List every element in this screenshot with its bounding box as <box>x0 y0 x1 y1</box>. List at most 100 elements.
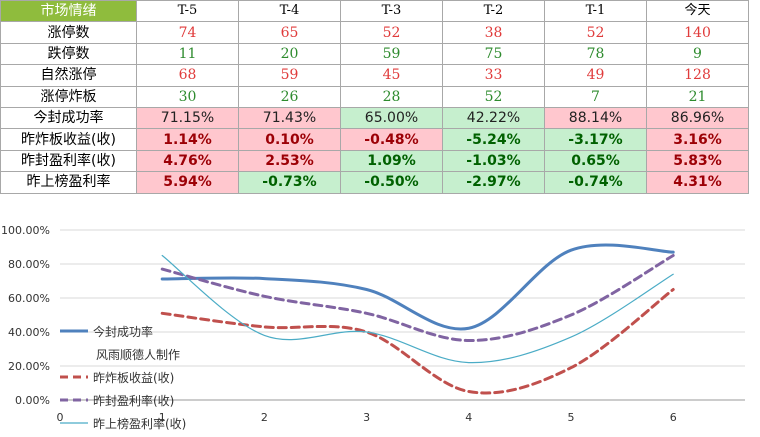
table-cell: 28 <box>340 85 443 108</box>
table-cell: 9 <box>646 42 749 66</box>
table-row: 今封成功率 71.15% 71.43% 65.00% 42.22% 88.14% 86.96… <box>0 106 749 130</box>
table-cell: 75 <box>442 42 545 66</box>
table-cell: 86.96% <box>646 106 749 130</box>
table-cell: 5.83% <box>646 149 749 173</box>
table-cell: 52 <box>544 21 647 44</box>
table-cell: 42.22% <box>442 106 545 130</box>
y-tick-label: 20.00% <box>8 360 50 373</box>
table-row: 涨停炸板 30 26 28 52 7 21 <box>0 85 749 108</box>
chart-grid <box>60 229 745 401</box>
row-label: 昨上榜盈利率 <box>0 171 137 194</box>
table-row: 昨上榜盈利率 5.94% -0.73% -0.50% -2.97% -0.74% 4.31% <box>0 171 749 194</box>
x-tick-label: 0 <box>57 411 64 424</box>
table-row: 昨炸板收益(收) 1.14% 0.10% -0.48% -5.24% -3.17% 3.16… <box>0 128 749 151</box>
table-cell: 128 <box>646 64 749 87</box>
table-cell: 1.14% <box>136 128 239 151</box>
table-row: 自然涨停 68 59 45 33 49 128 <box>0 64 749 87</box>
table-cell: 2.53% <box>238 149 341 173</box>
table-cell: -0.48% <box>340 128 443 151</box>
table-cell: 65.00% <box>340 106 443 130</box>
y-tick-label: 60.00% <box>8 292 50 305</box>
table-cell: 0.65% <box>544 149 647 173</box>
table-cell: 49 <box>544 64 647 87</box>
x-tick-label: 3 <box>363 411 370 424</box>
table-cell: 78 <box>544 42 647 66</box>
table-cell: 65 <box>238 21 341 44</box>
table-row: 昨封盈利率(收) 4.76% 2.53% 1.09% -1.03% 0.65% 5.83% <box>0 149 749 173</box>
column-header: T-4 <box>238 0 341 23</box>
table-cell: 30 <box>136 85 239 108</box>
table-row: 跌停数 11 20 59 75 78 9 <box>0 42 749 66</box>
table-cell: 52 <box>340 21 443 44</box>
table-cell: 59 <box>238 64 341 87</box>
table-cell: 140 <box>646 21 749 44</box>
legend-label: 今封成功率 <box>93 324 153 339</box>
legend-note: 风雨顺德人制作 <box>96 347 180 362</box>
table-cell: 45 <box>340 64 443 87</box>
table-cell: 20 <box>238 42 341 66</box>
y-tick-label: 100.00% <box>1 224 50 237</box>
table-cell: 68 <box>136 64 239 87</box>
table-cell: -1.03% <box>442 149 545 173</box>
table-header-row: 市场情绪 T-5 T-4 T-3 T-2 T-1 今天 <box>0 0 749 23</box>
y-tick-label: 80.00% <box>8 258 50 271</box>
market-sentiment-table: 市场情绪 T-5 T-4 T-3 T-2 T-1 今天 涨停数 74 65 52 38 52 140 跌停数… <box>0 0 749 194</box>
table-cell: 3.16% <box>646 128 749 151</box>
table-cell: 7 <box>544 85 647 108</box>
series-line <box>160 243 675 331</box>
column-header: 今天 <box>646 0 749 23</box>
table-cell: 5.94% <box>136 171 239 194</box>
table-cell: 71.15% <box>136 106 239 130</box>
table-cell: 0.10% <box>238 128 341 151</box>
y-tick-label: 40.00% <box>8 326 50 339</box>
row-label: 涨停炸板 <box>0 85 137 108</box>
y-tick-label: 0.00% <box>15 394 50 407</box>
table-cell: -3.17% <box>544 128 647 151</box>
table-cell: 4.76% <box>136 149 239 173</box>
table-cell: 59 <box>340 42 443 66</box>
table-cell: 11 <box>136 42 239 66</box>
legend-label: 昨炸板收益(收) <box>93 371 174 385</box>
table-cell: -5.24% <box>442 128 545 151</box>
series-line <box>161 254 674 364</box>
table-cell: -0.50% <box>340 171 443 194</box>
table-cell: 71.43% <box>238 106 341 130</box>
x-tick-label: 2 <box>261 411 268 424</box>
column-header: T-5 <box>136 0 239 23</box>
row-label: 跌停数 <box>0 42 137 66</box>
table-cell: -2.97% <box>442 171 545 194</box>
chart-series <box>160 243 675 395</box>
table-cell: -0.74% <box>544 171 647 194</box>
series-line <box>160 254 675 343</box>
table-cell: 4.31% <box>646 171 749 194</box>
row-label: 涨停数 <box>0 21 137 44</box>
legend-label: 昨上榜盈利率(收) <box>93 416 186 431</box>
x-axis-ticks: 0 1 2 3 4 5 6 <box>57 411 677 424</box>
legend-label: 昨封盈利率(收) <box>93 393 174 408</box>
header-label: 市场情绪 <box>0 0 137 23</box>
x-tick-label: 5 <box>568 411 575 424</box>
table-cell: 21 <box>646 85 749 108</box>
column-header: T-1 <box>544 0 647 23</box>
table-row: 涨停数 74 65 52 38 52 140 <box>0 21 749 44</box>
table-cell: -0.73% <box>238 171 341 194</box>
table-cell: 74 <box>136 21 239 44</box>
table-cell: 52 <box>442 85 545 108</box>
table-cell: 1.09% <box>340 149 443 173</box>
row-label: 昨封盈利率(收) <box>0 149 137 173</box>
row-label: 昨炸板收益(收) <box>0 128 137 151</box>
sentiment-line-chart: 0.00% 20.00% 40.00% 60.00% 80.00% 100.00% 0 1 2… <box>1 224 745 431</box>
row-label: 今封成功率 <box>0 106 137 130</box>
x-tick-label: 4 <box>465 411 472 424</box>
column-header: T-2 <box>442 0 545 23</box>
series-line <box>160 288 675 395</box>
x-tick-label: 1 <box>159 411 166 424</box>
x-tick-label: 6 <box>670 411 677 424</box>
table-cell: 88.14% <box>544 106 647 130</box>
y-axis-ticks: 0.00% 20.00% 40.00% 60.00% 80.00% 100.00% <box>1 224 50 407</box>
row-label: 自然涨停 <box>0 64 137 87</box>
column-header: T-3 <box>340 0 443 23</box>
table-cell: 33 <box>442 64 545 87</box>
table-cell: 38 <box>442 21 545 44</box>
